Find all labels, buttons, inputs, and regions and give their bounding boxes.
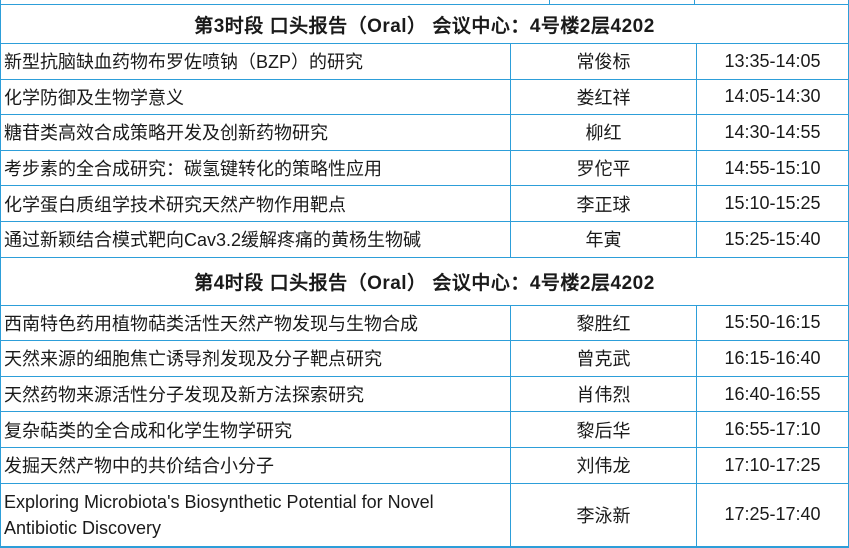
talk-title-cell: 天然来源的细胞焦亡诱导剂发现及分子靶点研究 bbox=[1, 341, 511, 376]
talk-title-cell: 化学蛋白质组学技术研究天然产物作用靶点 bbox=[1, 186, 511, 221]
table-row: 考步素的全合成研究：碳氢键转化的策略性应用 罗佗平 14:55-15:10 bbox=[1, 150, 848, 187]
time-cell: 16:40-16:55 bbox=[724, 383, 821, 404]
speaker-cell: 刘伟龙 bbox=[511, 447, 697, 483]
time-cell: 14:55-15:10 bbox=[724, 157, 821, 178]
time-cell: 15:25-15:40 bbox=[724, 228, 821, 249]
talk-title-cell: 西南特色药用植物萜类活性天然产物发现与生物合成 bbox=[1, 305, 511, 341]
speaker-cell: 常俊标 bbox=[511, 44, 697, 79]
table-row: 通过新颖结合模式靶向Cav3.2缓解疼痛的黄杨生物碱 年寅 15:25-15:4… bbox=[1, 221, 848, 258]
time-cell: 17:25-17:40 bbox=[724, 504, 821, 525]
talk-title-cell: 化学防御及生物学意义 bbox=[1, 79, 511, 115]
time-cell: 16:55-17:10 bbox=[724, 419, 821, 440]
speaker-cell: 年寅 bbox=[511, 221, 697, 257]
session-header-title: 第4时段 口头报告（Oral） 会议中心：4号楼2层4202 bbox=[194, 272, 655, 294]
table-row: 复杂萜类的全合成和化学生物学研究 黎后华 16:55-17:10 bbox=[1, 412, 848, 448]
grid-line bbox=[694, 0, 695, 4]
speaker-cell: 柳红 bbox=[511, 115, 697, 150]
talk-title-cell: 新型抗脑缺血药物布罗佐喷钠（BZP）的研究 bbox=[1, 44, 511, 79]
time-cell: 16:15-16:40 bbox=[724, 347, 821, 368]
speaker-cell: 罗佗平 bbox=[511, 150, 697, 186]
speaker-cell: 娄红祥 bbox=[511, 79, 697, 115]
talk-title-cell: 复杂萜类的全合成和化学生物学研究 bbox=[1, 412, 511, 447]
talk-title-cell: 糖苷类高效合成策略开发及创新药物研究 bbox=[1, 115, 511, 150]
speaker-cell: 曾克武 bbox=[511, 341, 697, 376]
talk-title-cell: 通过新颖结合模式靶向Cav3.2缓解疼痛的黄杨生物碱 bbox=[1, 221, 511, 257]
talk-title-cell: Exploring Microbiota's Biosynthetic Pote… bbox=[1, 483, 511, 546]
speaker-cell: 黎胜红 bbox=[511, 305, 697, 341]
table-row: 天然来源的细胞焦亡诱导剂发现及分子靶点研究 曾克武 16:15-16:40 bbox=[1, 341, 848, 377]
time-cell: 13:35-14:05 bbox=[724, 50, 821, 71]
speaker-cell: 黎后华 bbox=[511, 412, 697, 447]
talk-title-cell: 考步素的全合成研究：碳氢键转化的策略性应用 bbox=[1, 150, 511, 186]
grid-line bbox=[549, 0, 550, 4]
time-cell: 15:50-16:15 bbox=[724, 312, 821, 333]
talk-title-cell: 发掘天然产物中的共价结合小分子 bbox=[1, 447, 511, 483]
session-header-row: 第4时段 口头报告（Oral） 会议中心：4号楼2层4202 bbox=[1, 258, 848, 306]
cutoff-row-sliver bbox=[1, 0, 848, 5]
table-row: 糖苷类高效合成策略开发及创新药物研究 柳红 14:30-14:55 bbox=[1, 115, 848, 151]
table-row: 天然药物来源活性分子发现及新方法探索研究 肖伟烈 16:40-16:55 bbox=[1, 376, 848, 413]
table-row: 西南特色药用植物萜类活性天然产物发现与生物合成 黎胜红 15:50-16:15 bbox=[1, 305, 848, 342]
table-row: 发掘天然产物中的共价结合小分子 刘伟龙 17:10-17:25 bbox=[1, 447, 848, 484]
talk-title-cell: 天然药物来源活性分子发现及新方法探索研究 bbox=[1, 376, 511, 412]
speaker-cell: 李正球 bbox=[511, 186, 697, 221]
speaker-cell: 李泳新 bbox=[511, 483, 697, 546]
time-cell: 14:30-14:55 bbox=[724, 121, 821, 142]
time-cell: 17:10-17:25 bbox=[724, 454, 821, 475]
session-header-row: 第3时段 口头报告（Oral） 会议中心：4号楼2层4202 bbox=[1, 5, 848, 44]
table-row: 化学蛋白质组学技术研究天然产物作用靶点 李正球 15:10-15:25 bbox=[1, 186, 848, 222]
time-cell: 15:10-15:25 bbox=[724, 193, 821, 214]
table-row: 化学防御及生物学意义 娄红祥 14:05-14:30 bbox=[1, 79, 848, 116]
session-header-title: 第3时段 口头报告（Oral） 会议中心：4号楼2层4202 bbox=[194, 15, 655, 37]
speaker-cell: 肖伟烈 bbox=[511, 376, 697, 412]
time-cell: 14:05-14:30 bbox=[724, 86, 821, 107]
table-row: 新型抗脑缺血药物布罗佐喷钠（BZP）的研究 常俊标 13:35-14:05 bbox=[1, 44, 848, 80]
table-row: Exploring Microbiota's Biosynthetic Pote… bbox=[1, 483, 848, 546]
